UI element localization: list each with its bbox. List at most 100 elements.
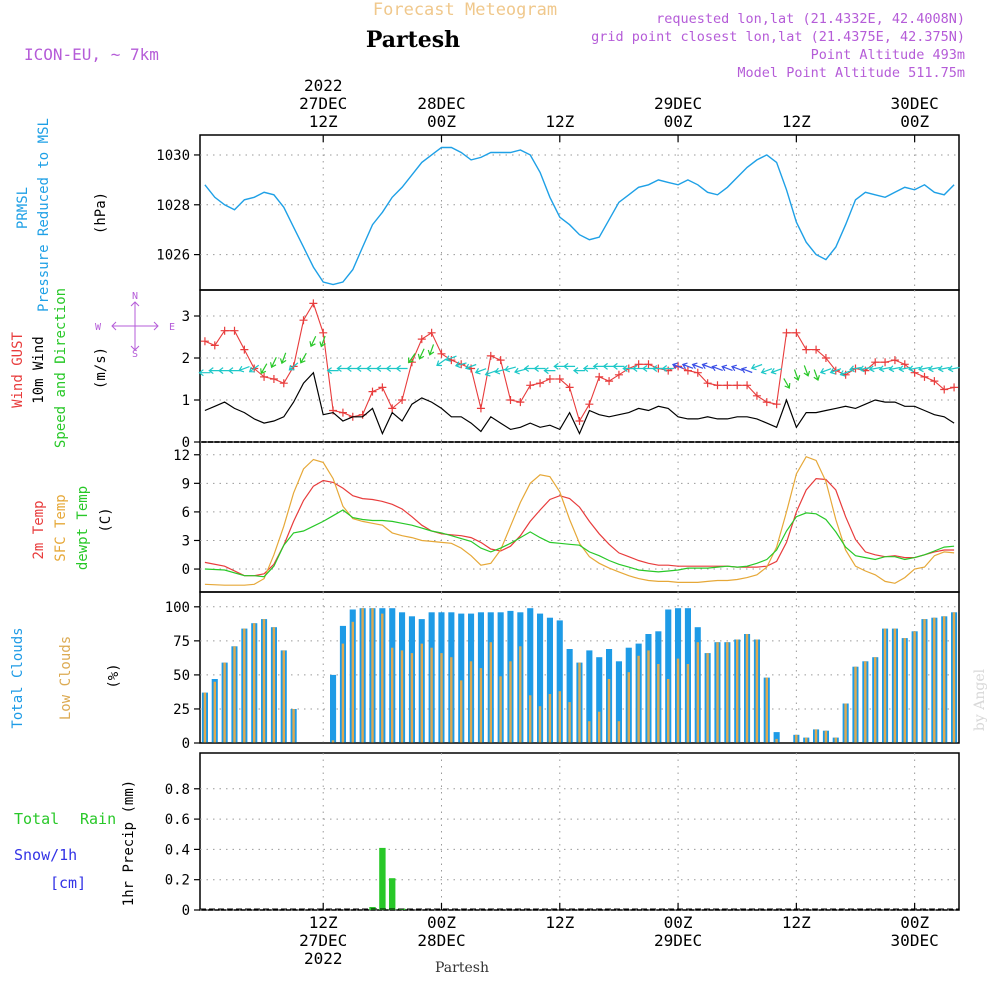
total-cloud-bar (615, 661, 622, 743)
low-cloud-bar (893, 628, 897, 743)
low-cloud-bar (213, 681, 216, 743)
wind-direction-arrow (681, 362, 694, 370)
time-label-bottom: 00Z (664, 913, 693, 932)
low-cloud-bar (568, 702, 571, 743)
y-tick-label: 100 (165, 600, 190, 616)
wind-direction-arrow (888, 365, 901, 373)
y-tick-label: 2 (182, 351, 190, 367)
watermark: by Angel (972, 668, 988, 731)
wind-direction-arrow (803, 365, 811, 377)
low-cloud-bar (272, 627, 276, 743)
total-cloud-bar (458, 613, 465, 743)
wind-gust-marker (871, 358, 880, 367)
wind-direction-arrow (238, 365, 250, 373)
y-tick-label: 0.8 (165, 782, 190, 798)
wind-direction-arrow (750, 363, 763, 371)
low-cloud-bar (844, 703, 847, 743)
wind-direction-arrow (309, 335, 317, 348)
low-cloud-bar (361, 608, 364, 743)
wind-direction-arrow (484, 370, 497, 377)
wind-gust-marker (940, 385, 949, 394)
low-cloud-bar (529, 695, 532, 743)
wind-direction-arrow (445, 355, 457, 362)
wind-gust-marker (388, 404, 397, 413)
marks-layer (198, 146, 960, 910)
time-label-top: 00Z (900, 112, 929, 131)
y-tick-label: 1 (182, 393, 190, 409)
time-label-top: 12Z (309, 112, 338, 131)
wind-direction-arrow (248, 364, 260, 373)
rain-bar (379, 847, 386, 910)
precip-ylabel: 1hr Precip (mm) (121, 780, 137, 906)
low-cloud-bar (814, 729, 818, 743)
total-cloud-bar (586, 650, 593, 743)
low-cloud-bar (775, 738, 778, 743)
wind-direction-arrow (691, 362, 704, 370)
wind-direction-arrow (228, 367, 240, 375)
low-cloud-bar (341, 643, 345, 743)
wind-gust-marker (772, 400, 781, 409)
compass-south: S (132, 349, 138, 360)
wind-gust-marker (802, 345, 811, 354)
total-cloud-bar (330, 674, 337, 743)
wind-direction-arrow (326, 367, 339, 375)
y-tick-label: 0.2 (165, 873, 190, 889)
wind-direction-arrow (947, 365, 960, 373)
wind-direction-arrow (819, 367, 832, 375)
wind-gust-marker (260, 372, 269, 381)
low-cloud-bar (923, 619, 926, 743)
low-cloud-bar (233, 646, 236, 743)
y-tick-label: 0 (182, 736, 190, 752)
wind-direction-arrow (711, 364, 723, 372)
wind-gust-marker (821, 354, 830, 362)
total-cloud-bar (546, 617, 553, 743)
wind-gust-marker (368, 387, 377, 396)
total-cloud-bar (556, 620, 563, 743)
wind-gust-marker (703, 379, 712, 388)
low-cloud-bar (479, 668, 483, 743)
wind-gust-marker (762, 398, 771, 407)
y-tick-label: 0 (182, 435, 190, 451)
time-label-top: 28DEC (417, 94, 465, 113)
low-cloud-bar (745, 634, 749, 743)
y-tick-label: 1028 (156, 198, 190, 214)
wind-direction-arrow (299, 352, 307, 364)
wind-gust-marker (634, 360, 643, 369)
wind-gust-marker (693, 368, 702, 377)
time-label-top: 00Z (427, 112, 456, 131)
wind-direction-arrow (427, 344, 435, 356)
wind-gust-label: Wind GUST (10, 332, 26, 408)
y-tick-label: 0.4 (165, 842, 190, 858)
wind-direction-arrow (474, 367, 487, 375)
wind-direction-arrow (858, 365, 871, 373)
time-label-bottom: 00Z (427, 913, 456, 932)
wind-gust-marker (210, 341, 219, 350)
low-cloud-bar (716, 642, 719, 743)
wind-gust-marker (644, 360, 653, 369)
time-label-bottom: 12Z (782, 913, 811, 932)
low-cloud-bar (617, 721, 621, 743)
prmsl-label: PRMSL (15, 187, 31, 229)
time-label-bottom: 27DEC (299, 931, 347, 950)
low-cloud-bar (460, 680, 463, 743)
low-cloud-bar (657, 664, 660, 743)
low-cloud-bar (943, 616, 946, 743)
low-cloud-bar (469, 661, 473, 743)
time-label-top: 00Z (664, 112, 693, 131)
low-cloud-bar (805, 737, 808, 743)
wind-gust-marker (812, 345, 821, 354)
wind-direction-arrow (898, 365, 911, 373)
low-cloud-bar (371, 608, 374, 743)
wind-gust-marker (595, 372, 604, 381)
wind-direction-arrow (260, 363, 268, 375)
compass-east: E (169, 322, 175, 333)
grid-point-coords: grid point closest lon,lat (21.4375E, 42… (591, 29, 965, 45)
total-cloud-bar (537, 613, 544, 743)
low-cloud-bar (588, 721, 591, 743)
wind-gust-marker (545, 375, 554, 383)
low-cloud-bar (243, 628, 246, 743)
wind-direction-arrow (661, 365, 674, 372)
wind-direction-arrow (504, 365, 516, 373)
low-cloud-bar (834, 737, 837, 743)
pressure-unit-label: (hPa) (93, 192, 109, 234)
